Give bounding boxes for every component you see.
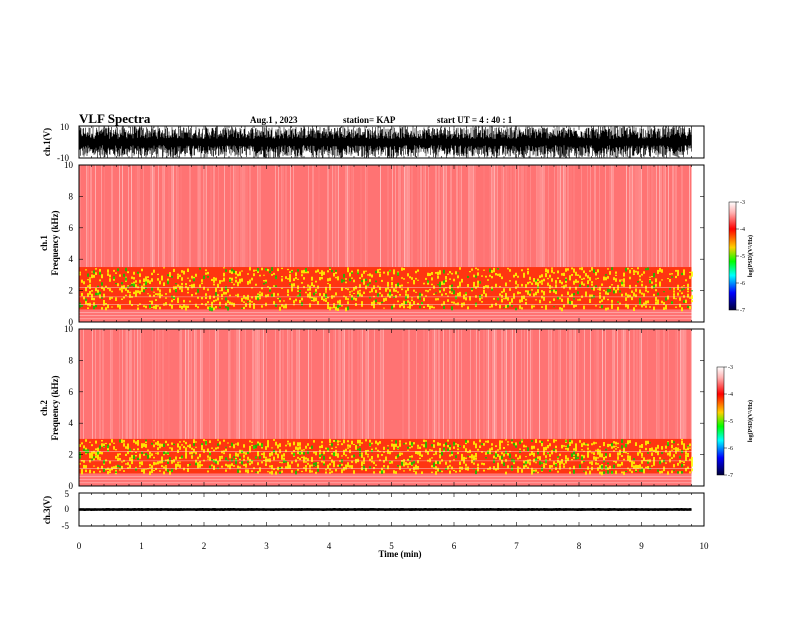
station-text: station= KAP (343, 115, 396, 125)
ch1-colorbar-tick-label: -6 (740, 281, 745, 287)
ch2-spec-ylabel-frequency: Frequency (kHz) (50, 375, 60, 440)
ch1-ylabel: ch.1(V) (42, 128, 52, 156)
ch3-ylabel: ch.3(V) (42, 496, 52, 524)
x-tick-label: 3 (264, 541, 269, 551)
ch2-colorbar-tick-label: -3 (728, 365, 733, 371)
ch1-colorbar-tick-label: -3 (740, 200, 745, 206)
x-tick-label: 2 (202, 541, 207, 551)
ch2-colorbar-tick-label: -6 (728, 446, 733, 452)
ch1-colorbar-tick-label: -4 (740, 227, 745, 233)
ch2-spec-ytick-label: 2 (69, 450, 74, 460)
ch1-spec-ylabel-frequency: Frequency (kHz) (50, 210, 60, 275)
ch1-colorbar-label: log(PSD)(V²/Hz) (747, 235, 754, 277)
ch1-spec-ytick-label: 4 (69, 254, 74, 264)
ch2-colorbar-tick-label: -7 (728, 473, 733, 479)
ch3-waveform-trace (78, 508, 692, 511)
ch3-ytick-bottom: -5 (62, 521, 70, 531)
ch3-ytick-top: 5 (65, 489, 70, 499)
ch2-spectrogram-panel: 0 2 4 6 8 10 ch.2 Frequency (kHz) (39, 324, 705, 491)
ch1-spec-ytick-label: 6 (69, 223, 74, 233)
ch1-colorbar: -3 -4 -5 -6 -7 log(PSD)(V²/Hz) (728, 200, 754, 314)
ch2-spectrogram-heatmap (78, 329, 693, 486)
ch1-waveform-panel: 10 -10 ch.1(V) (42, 122, 705, 163)
ch2-spec-ytick-label: 8 (69, 355, 74, 365)
ch1-waveform-line (78, 126, 692, 158)
ch1-ytick-top: 10 (60, 122, 70, 132)
ch2-spec-ytick-label: 4 (69, 418, 74, 428)
x-tick-label: 1 (139, 541, 144, 551)
ch1-spec-ytick-label: 8 (69, 191, 74, 201)
x-tick-label: 0 (77, 541, 82, 551)
ch1-ytick-bottom: -10 (57, 153, 69, 163)
ch2-spec-yellow-activity (79, 438, 693, 476)
figure-title: VLF Spectra (79, 111, 151, 126)
x-tick-label: 10 (700, 541, 710, 551)
ch2-spec-ylabel-channel: ch.2 (39, 400, 49, 416)
ch3-waveform-panel: 5 0 -5 ch.3(V) 0 1 2 3 4 5 6 7 8 9 10 Time (min) (42, 489, 709, 559)
x-tick-label: 5 (389, 541, 394, 551)
ch2-colorbar-tick-label: -4 (728, 392, 733, 398)
date-text: Aug.1 , 2023 (250, 115, 298, 125)
ch2-spec-ytick-label: 10 (64, 324, 74, 334)
ch1-spec-ytick-label: 2 (69, 286, 74, 296)
x-tick-label: 9 (639, 541, 644, 551)
x-tick-label: 4 (327, 541, 332, 551)
ch2-colorbar-tick-label: -5 (728, 419, 733, 425)
x-tick-label: 7 (514, 541, 519, 551)
ch2-colorbar-label: log(PSD)(V²/Hz) (747, 400, 754, 442)
ch1-spectrogram-heatmap (79, 165, 693, 322)
ch1-spec-ytick-label: 10 (64, 160, 74, 170)
ch1-spec-yellow-activity (79, 267, 693, 312)
x-tick-label: 8 (577, 541, 582, 551)
ch3-waveform-line (78, 508, 692, 511)
ch2-spec-ytick-label: 0 (69, 481, 74, 491)
ch1-colorbar-tick-label: -7 (740, 308, 745, 314)
start-time-text: start UT = 4 : 40 : 1 (437, 115, 513, 125)
ch3-ytick-mid: 0 (65, 504, 70, 514)
ch1-colorbar-gradient (728, 201, 737, 311)
ch2-colorbar: -3 -4 -5 -6 -7 log(PSD)(V²/Hz) (716, 365, 754, 479)
x-tick-label: 6 (452, 541, 457, 551)
ch1-colorbar-tick-label: -5 (740, 254, 745, 260)
ch2-colorbar-gradient (716, 366, 725, 476)
ch1-spec-ylabel-channel: ch.1 (39, 235, 49, 251)
ch2-spec-ytick-label: 6 (69, 387, 74, 397)
ch1-spec-ytick-label: 0 (69, 317, 74, 327)
x-axis-label: Time (min) (378, 549, 421, 559)
ch1-spectrogram-panel: 0 2 4 6 8 10 ch.1 Frequency (kHz) (39, 160, 705, 327)
ch1-waveform-trace (78, 126, 692, 158)
